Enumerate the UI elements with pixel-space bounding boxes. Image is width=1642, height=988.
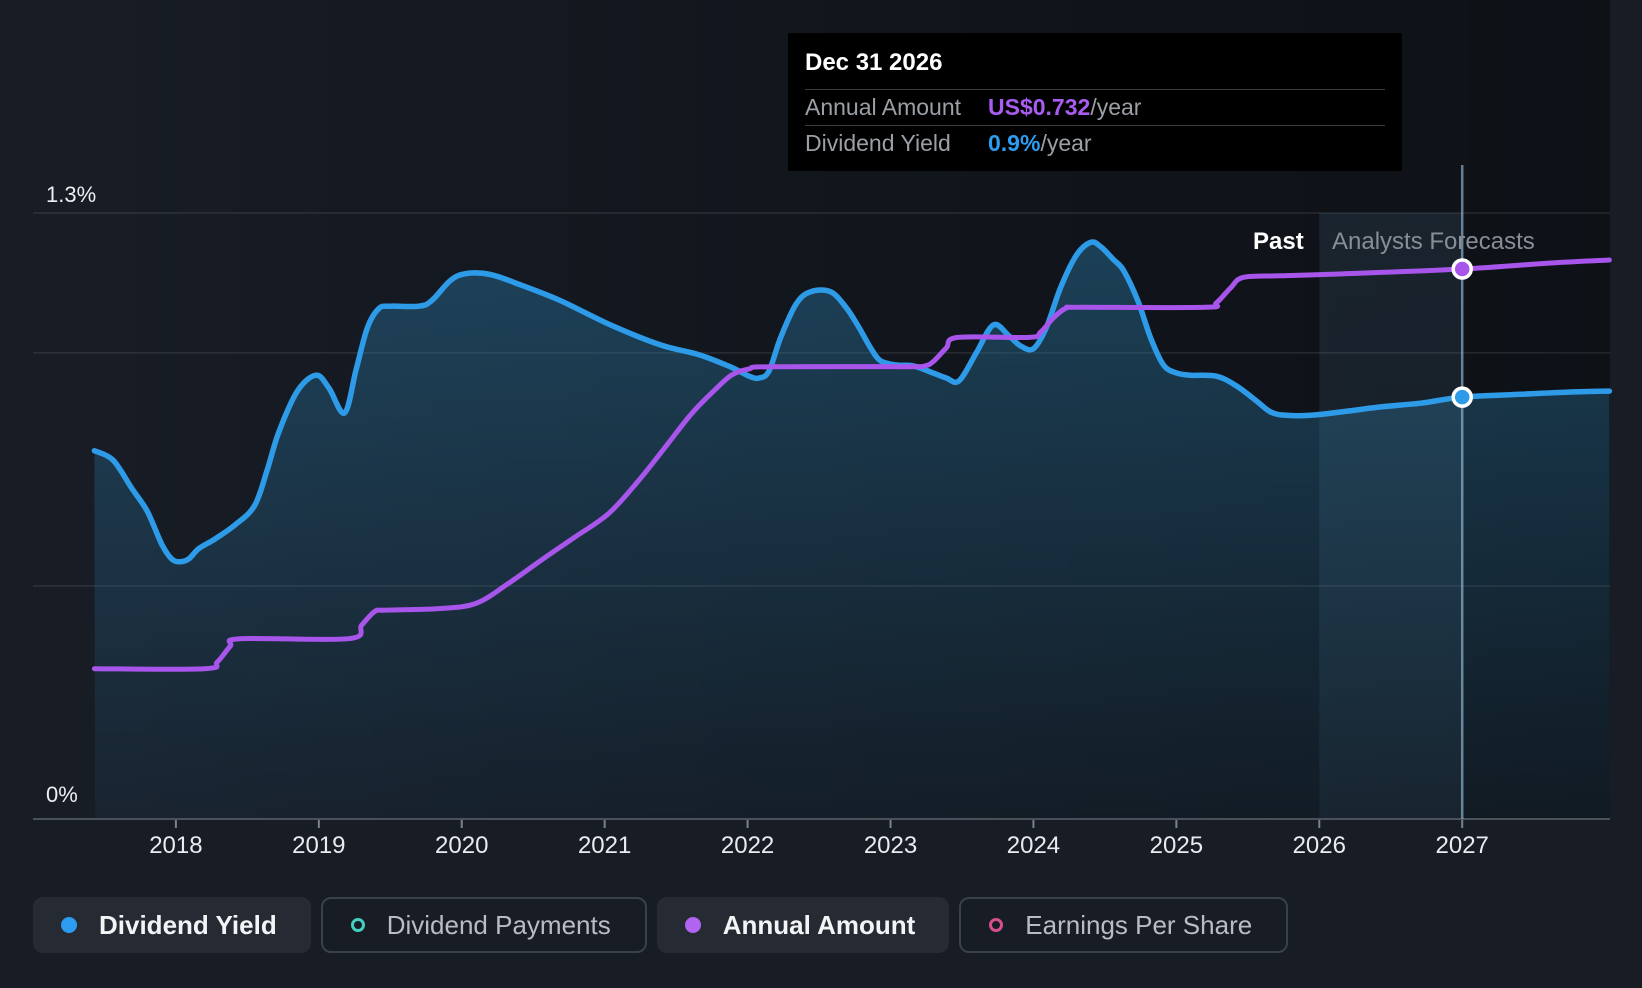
tooltip-value: 0.9% <box>988 130 1041 156</box>
tooltip-row-dividend-yield: Dividend Yield 0.9% /year <box>805 125 1385 161</box>
x-axis-label-2027: 2027 <box>1435 832 1489 859</box>
tooltip-date: Dec 31 2026 <box>805 49 943 76</box>
chart-tooltip: Dec 31 2026 Annual Amount US$0.732 /year… <box>788 33 1402 171</box>
tooltip-row-annual-amount: Annual Amount US$0.732 /year <box>805 89 1385 125</box>
x-axis-label-2025: 2025 <box>1149 832 1204 859</box>
past-label: Past <box>1253 228 1304 255</box>
legend-label: Earnings Per Share <box>1025 909 1253 940</box>
x-axis-label-2018: 2018 <box>149 832 203 859</box>
dividend-yield-marker-dot[interactable] <box>1451 386 1473 408</box>
y-axis-label-max: 1.3% <box>46 182 97 207</box>
x-axis-label-2019: 2019 <box>292 832 346 859</box>
annual-amount-marker-dot[interactable] <box>1451 258 1473 280</box>
dividend-yield-line <box>91 239 1613 565</box>
legend-button-dividend-yield[interactable]: Dividend Yield <box>33 897 311 953</box>
x-axis-label-2023: 2023 <box>863 832 918 859</box>
legend-label: Dividend Yield <box>99 909 277 940</box>
y-axis-label-zero: 0% <box>46 782 78 807</box>
dividend-yield-dot-icon <box>61 917 77 933</box>
annual-amount-line <box>91 257 1612 672</box>
x-axis-label-2021: 2021 <box>577 832 632 859</box>
axis-ticks <box>174 820 1464 828</box>
x-axis-label-2024: 2024 <box>1006 832 1061 859</box>
legend-button-dividend-payments[interactable]: Dividend Payments <box>320 897 647 953</box>
x-axis-label-2022: 2022 <box>720 832 775 859</box>
x-axis-label-2020: 2020 <box>435 832 489 859</box>
tooltip-suffix: /year <box>1040 130 1092 156</box>
tooltip-label: Annual Amount <box>805 94 962 120</box>
forecasts-label: Analysts Forecasts <box>1332 228 1535 255</box>
legend-label: Annual Amount <box>722 909 916 940</box>
earnings-per-share-ring-icon <box>989 918 1004 932</box>
forecast-band <box>1319 213 1463 819</box>
chart-legend: Dividend Yield Dividend Payments Annual … <box>33 897 1289 953</box>
tooltip-label: Dividend Yield <box>805 130 951 156</box>
tooltip-suffix: /year <box>1090 94 1142 120</box>
x-axis-label-2026: 2026 <box>1292 832 1346 859</box>
tooltip-value: US$0.732 <box>988 94 1091 120</box>
legend-button-annual-amount[interactable]: Annual Amount <box>656 897 950 953</box>
yield-area-fill <box>94 241 1610 819</box>
annual-amount-dot-icon <box>684 917 701 933</box>
dividend-payments-ring-icon <box>350 918 365 932</box>
legend-button-earnings-per-share[interactable]: Earnings Per Share <box>959 897 1289 953</box>
legend-label: Dividend Payments <box>386 909 611 940</box>
